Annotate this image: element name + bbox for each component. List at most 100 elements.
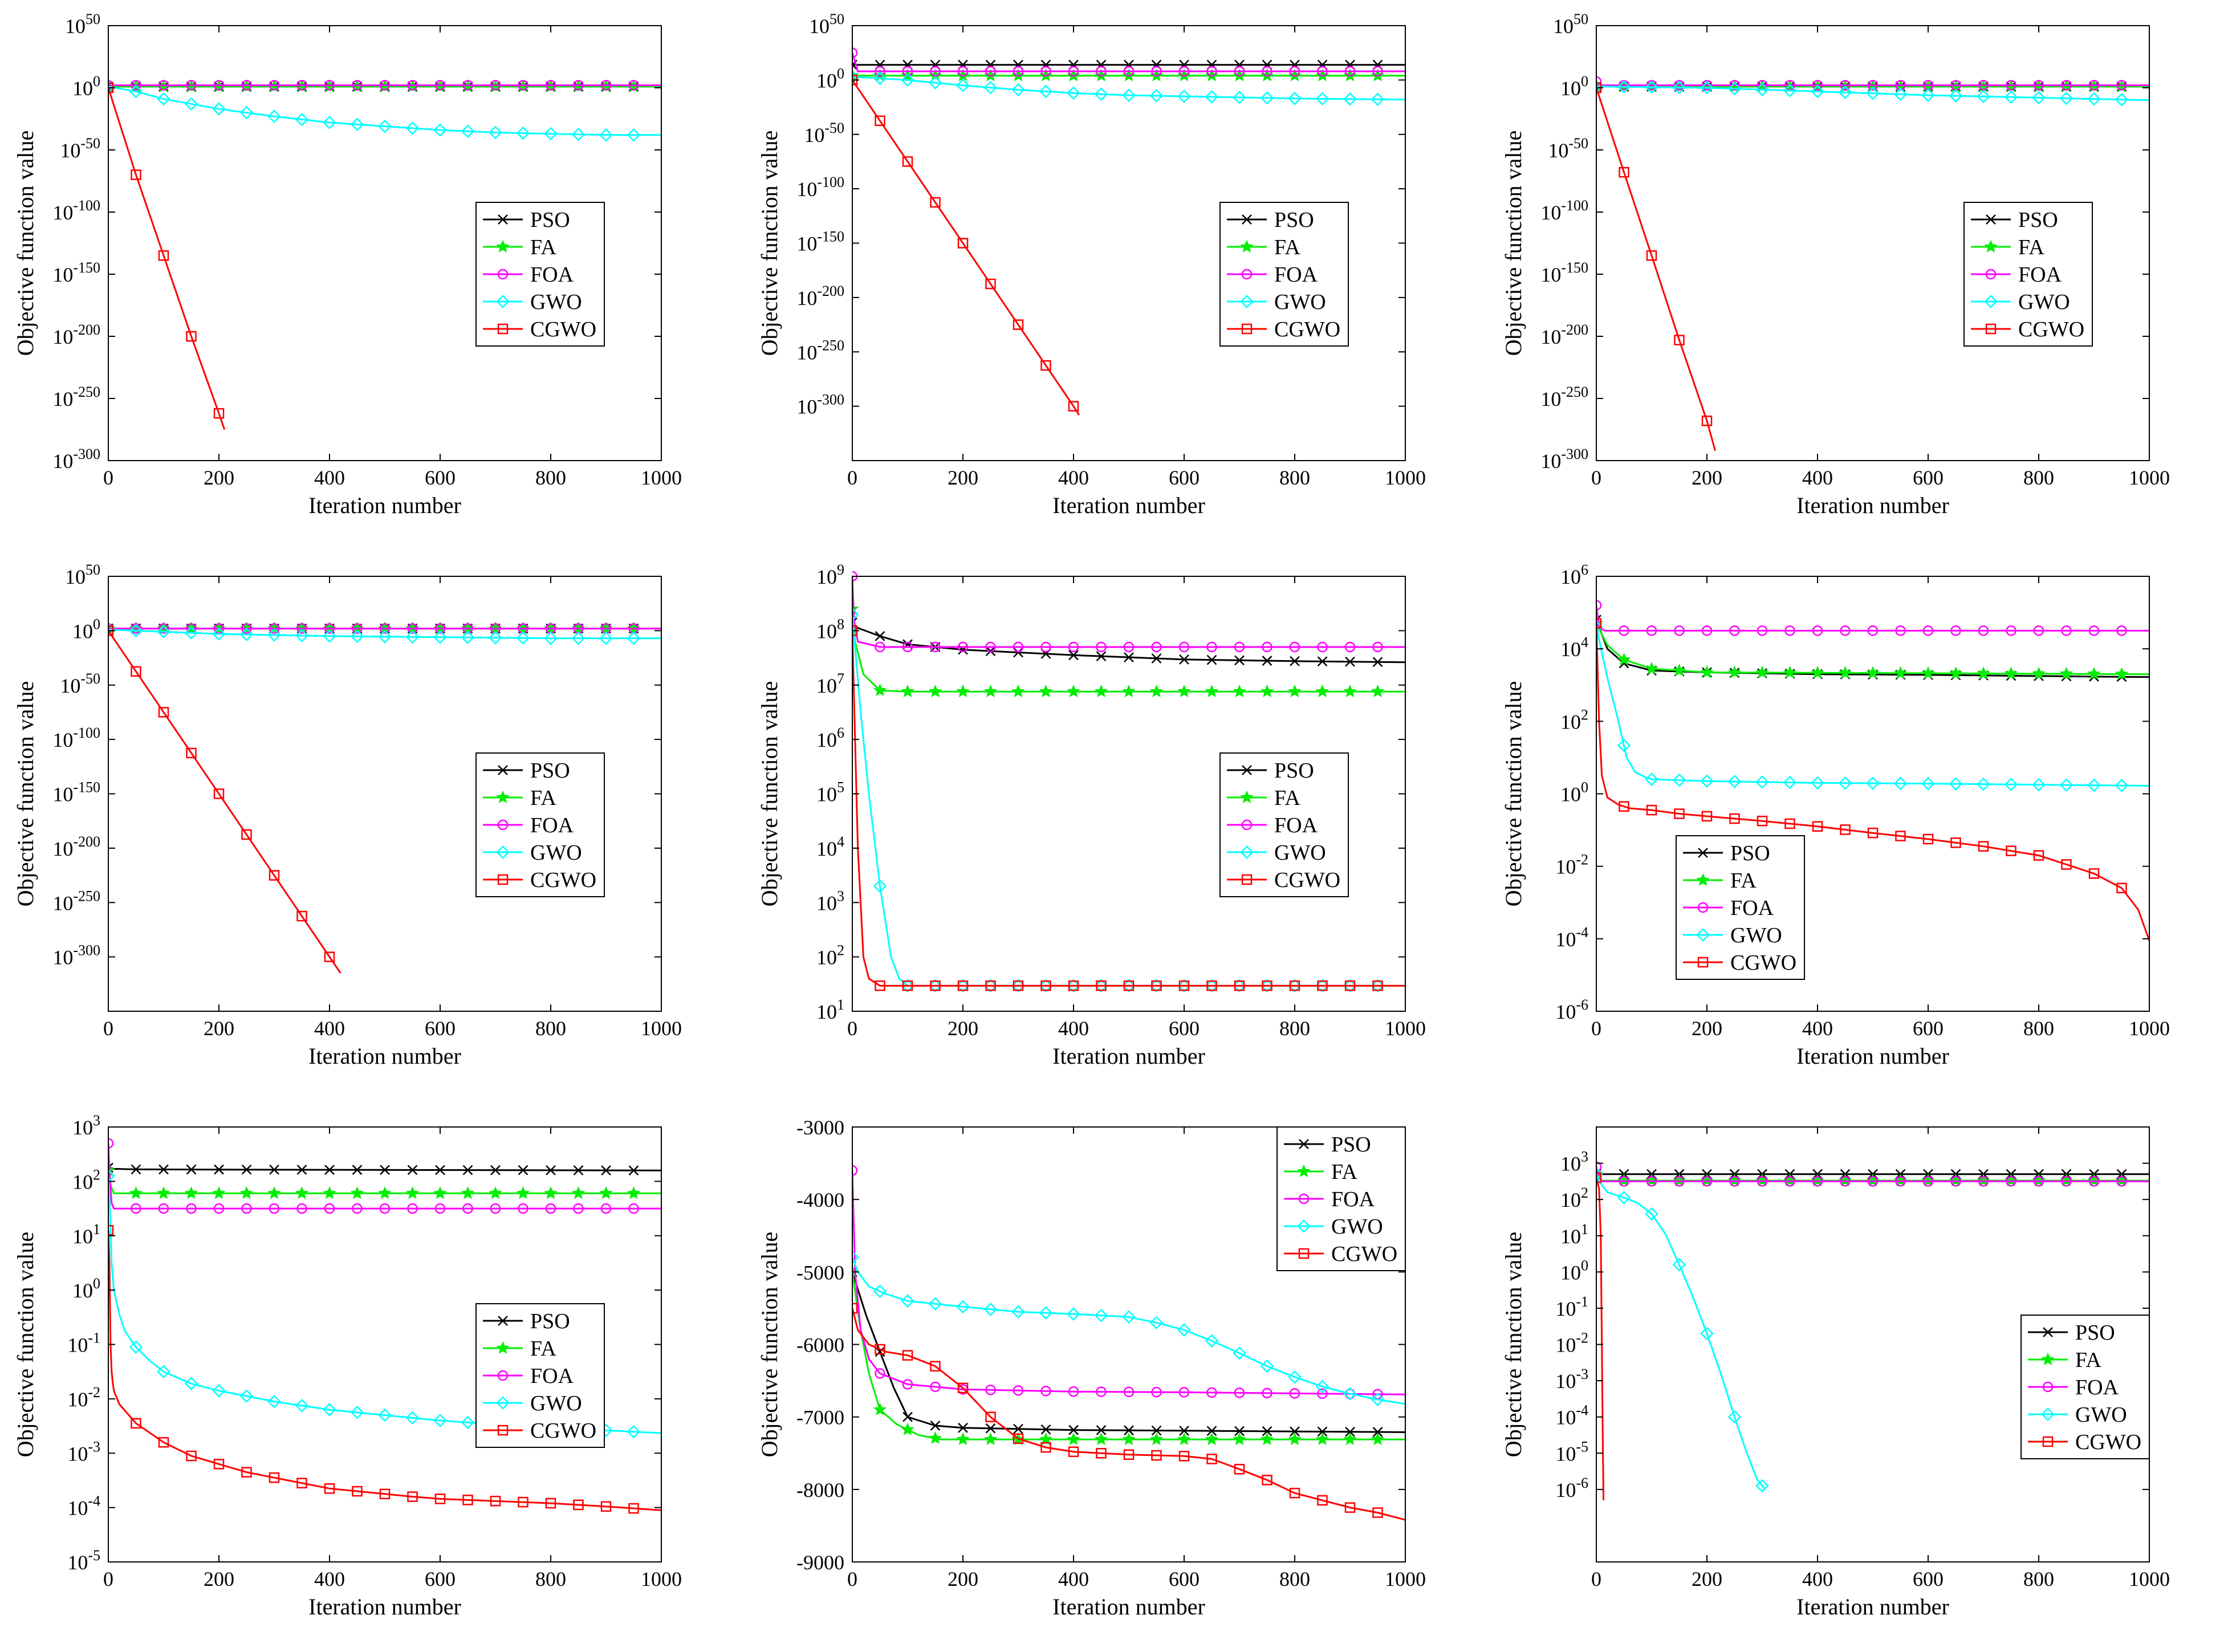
data-point-foa [462, 623, 473, 634]
y-axis-label: Objective function value [1501, 1232, 1526, 1457]
data-point-fa [1949, 1173, 1963, 1187]
data-point-cgwo [1344, 980, 1356, 991]
data-point-cgwo [518, 1496, 528, 1508]
data-point-foa [434, 80, 446, 91]
chart-panel-7: 0 200 400 600 800 1000 103 102 101 100 10-1 10-2 10-… [0, 1101, 744, 1652]
data-point-fa [350, 1186, 364, 1199]
y-tick-label: 10-2 [1555, 852, 1588, 878]
data-point-fa [1949, 666, 1963, 679]
data-point-gwo [129, 84, 143, 99]
data-point-fa [1233, 1432, 1246, 1446]
data-point-foa [875, 1368, 885, 1379]
data-point-foa [186, 1203, 197, 1214]
legend-marker-pso [2043, 1327, 2053, 1337]
legend-label-pso: PSO [530, 208, 570, 232]
x-tick-label: 0 [847, 1568, 857, 1590]
data-point-cgwo [1178, 980, 1190, 991]
chart-2: 0 200 400 600 800 1000 1050 100 10-50 10-100 10-15… [757, 11, 1426, 518]
chart-8: 0 200 400 600 800 1000 -3000 -4000 -5000 -6000 -70… [757, 1116, 1426, 1620]
data-point-fa [129, 1186, 143, 1199]
y-tick-label: 10-2 [1555, 1330, 1588, 1357]
data-point-pso [1345, 656, 1355, 667]
y-tick-label: 101 [72, 1221, 100, 1248]
data-point-cgwo [379, 1488, 391, 1500]
data-point-fa [405, 1186, 420, 1199]
data-point-pso [628, 1165, 639, 1176]
y-tick-label: 10-300 [796, 392, 844, 418]
data-point-cgwo [1701, 811, 1713, 822]
data-point-gwo [295, 629, 309, 642]
data-point-pso [1372, 657, 1383, 668]
x-axis-label: Iteration number [1052, 1043, 1205, 1069]
data-point-gwo [1672, 1258, 1686, 1272]
data-point-fa [2004, 1173, 2018, 1187]
data-point-cgwo [1234, 1463, 1245, 1475]
data-point-gwo [1094, 87, 1108, 101]
x-tick-label: 1000 [2129, 1568, 2170, 1590]
data-point-cgwo [2006, 845, 2016, 856]
data-point-fa [1617, 1173, 1631, 1187]
data-point-foa [2088, 80, 2100, 91]
data-point-foa [1922, 625, 1934, 636]
data-point-foa [2061, 1176, 2072, 1187]
x-axis-label: Iteration number [308, 493, 461, 518]
data-point-fa [1645, 1173, 1658, 1187]
data-point-cgwo [573, 1499, 584, 1511]
data-point-pso [462, 1165, 473, 1175]
data-point-fa [1343, 684, 1357, 698]
data-point-cgwo [1596, 618, 1602, 629]
data-point-foa [1950, 625, 1961, 636]
data-point-cgwo [407, 1491, 418, 1502]
data-point-gwo [1755, 83, 1769, 97]
data-point-foa [296, 1203, 307, 1214]
data-point-fa [267, 1186, 281, 1199]
chart-7: 0 200 400 600 800 1000 103 102 101 100 10-1 10-2 10-… [13, 1112, 682, 1620]
x-tick-label: 400 [1058, 1568, 1089, 1590]
data-point-fa [1205, 1432, 1219, 1446]
data-point-gwo [1205, 979, 1219, 992]
data-point-gwo [956, 979, 970, 992]
legend-marker-gwo [1240, 295, 1254, 308]
legend-marker-pso [1299, 1139, 1309, 1149]
legend-label-foa: FOA [530, 1364, 574, 1388]
legend-marker-gwo [496, 295, 510, 308]
data-point-pso [1096, 651, 1107, 662]
data-point-fa [599, 1186, 613, 1199]
data-point-gwo [1343, 979, 1357, 992]
data-point-foa [1784, 1176, 1795, 1187]
series-line-cgwo [108, 630, 341, 974]
data-point-pso [1206, 654, 1217, 665]
data-point-foa [108, 1138, 114, 1149]
x-axis-label: Iteration number [1796, 1594, 1949, 1620]
x-tick-label: 600 [1169, 466, 1200, 489]
data-point-gwo [184, 97, 198, 111]
legend-marker-fa [496, 1341, 510, 1354]
data-point-foa [1151, 66, 1162, 77]
legend-label-gwo: GWO [530, 841, 582, 865]
data-point-gwo [1700, 81, 1714, 95]
data-point-pso [1179, 654, 1189, 665]
data-point-gwo [323, 629, 336, 643]
legend-marker-cgwo [497, 1425, 509, 1436]
data-point-foa [158, 623, 169, 634]
data-point-cgwo [213, 408, 225, 419]
data-point-gwo [1700, 1327, 1714, 1341]
data-point-gwo [323, 1403, 336, 1417]
data-point-fa [184, 1186, 198, 1199]
data-point-foa [1040, 66, 1051, 77]
data-point-foa [1262, 66, 1272, 77]
data-point-foa [1646, 625, 1657, 636]
data-point-gwo [2087, 92, 2101, 106]
data-point-foa [269, 1203, 280, 1214]
legend-label-foa: FOA [2075, 1376, 2119, 1399]
data-point-gwo [1727, 775, 1742, 788]
x-axis-label: Iteration number [1052, 1594, 1205, 1620]
x-tick-label: 1000 [641, 1017, 682, 1040]
y-tick-label: 10-4 [1555, 1402, 1588, 1429]
x-tick-label: 600 [1913, 466, 1944, 489]
data-point-cgwo [1344, 1502, 1356, 1513]
data-point-gwo [1094, 979, 1108, 992]
data-point-fa [2059, 1173, 2074, 1187]
data-point-fa [1977, 1173, 1990, 1187]
data-point-pso [131, 1164, 141, 1175]
